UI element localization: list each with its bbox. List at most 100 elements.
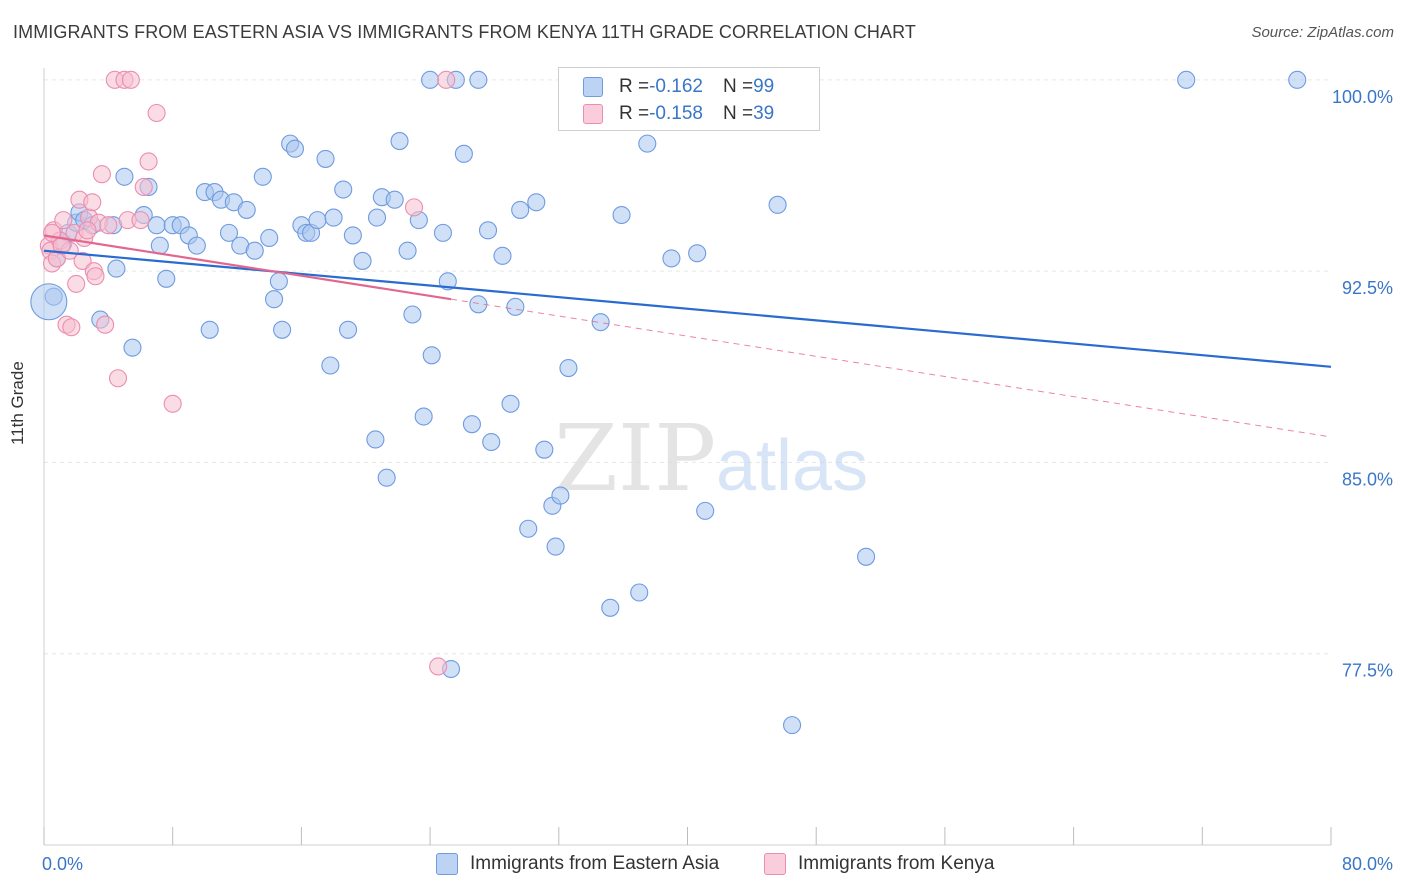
series-kenya xyxy=(39,70,456,676)
data-point xyxy=(559,359,578,378)
data-point xyxy=(662,249,681,268)
y-tick-label: 92.5% xyxy=(1342,278,1393,298)
trendline-eastern-asia xyxy=(43,249,1332,368)
data-point xyxy=(107,259,126,278)
data-point xyxy=(269,272,288,291)
y-tick-label: 77.5% xyxy=(1342,661,1393,681)
data-point xyxy=(92,165,111,184)
trendline-kenya-extension xyxy=(450,298,1332,438)
data-point xyxy=(422,346,441,365)
series-eastern-asia xyxy=(30,70,1307,735)
data-point xyxy=(245,241,264,260)
legend-row-eastern-asia: R = -0.162 N = 99 xyxy=(583,74,774,100)
data-point xyxy=(134,177,153,197)
data-point xyxy=(462,415,481,434)
legend-swatch-pink xyxy=(583,104,603,124)
data-point xyxy=(493,246,512,265)
data-point xyxy=(527,193,546,212)
legend-n-value: 39 xyxy=(753,103,775,124)
data-point xyxy=(121,70,140,89)
data-point xyxy=(308,211,327,230)
data-point xyxy=(433,223,453,242)
data-point xyxy=(334,180,353,199)
legend-r-value: -0.162 xyxy=(649,76,703,97)
data-point xyxy=(86,267,105,286)
data-point xyxy=(339,320,358,339)
data-point xyxy=(768,195,787,214)
x-tick-label: 0.0% xyxy=(42,854,83,874)
legend-n-label: N = xyxy=(722,103,754,124)
data-point xyxy=(285,139,305,158)
data-point xyxy=(187,236,206,255)
data-point xyxy=(1288,70,1307,89)
data-point xyxy=(696,501,715,520)
tick-labels: 77.5% 85.0% 92.5% 100.0% 0.0% 80.0% xyxy=(42,87,1393,874)
data-point xyxy=(429,657,448,676)
legend-n-label: N = xyxy=(722,76,754,97)
data-point xyxy=(108,369,128,388)
data-point xyxy=(123,338,142,357)
watermark: ZIP atlas xyxy=(554,405,868,512)
trendlines xyxy=(43,234,1332,438)
gridlines xyxy=(44,79,1331,655)
data-point xyxy=(591,313,610,332)
chart-source: Source: ZipAtlas.com xyxy=(1251,24,1394,41)
legend-r-value: -0.158 xyxy=(649,103,703,124)
chart-title: IMMIGRANTS FROM EASTERN ASIA VS IMMIGRAN… xyxy=(13,22,916,42)
data-point xyxy=(511,200,530,219)
series-legend-label: Immigrants from Kenya xyxy=(798,853,995,874)
data-point xyxy=(147,103,166,123)
series-legend-eastern-asia: Immigrants from Eastern Asia xyxy=(436,850,719,878)
data-point xyxy=(62,318,81,337)
data-point xyxy=(385,190,404,209)
data-point xyxy=(601,598,620,617)
data-point xyxy=(237,200,256,219)
data-point xyxy=(404,198,424,217)
data-point xyxy=(501,394,520,413)
data-point xyxy=(67,274,86,293)
data-point xyxy=(437,70,456,89)
data-point xyxy=(857,547,876,566)
data-point xyxy=(630,583,649,602)
watermark-zip: ZIP xyxy=(554,405,716,512)
data-point xyxy=(546,537,565,556)
data-point xyxy=(157,269,176,288)
data-point xyxy=(219,223,239,242)
data-point xyxy=(131,211,150,230)
data-point xyxy=(83,193,102,212)
data-point xyxy=(253,167,272,186)
data-point xyxy=(688,244,707,263)
data-point xyxy=(99,216,118,235)
y-tick-label: 100.0% xyxy=(1332,87,1393,107)
data-point xyxy=(377,468,396,487)
watermark-atlas: atlas xyxy=(716,426,868,506)
legend-n-value: 99 xyxy=(753,76,775,97)
data-point xyxy=(324,208,343,227)
data-point xyxy=(612,205,631,225)
data-point xyxy=(78,221,97,240)
series-legend-swatch-pink xyxy=(764,853,786,875)
data-point xyxy=(316,149,335,168)
data-point xyxy=(638,134,657,153)
data-point xyxy=(321,356,340,375)
data-point xyxy=(200,320,219,339)
series-legend-label: Immigrants from Eastern Asia xyxy=(470,853,720,874)
data-point xyxy=(535,440,554,459)
data-point xyxy=(454,144,473,163)
data-point xyxy=(551,486,570,505)
data-point xyxy=(265,290,284,309)
data-point xyxy=(273,320,292,339)
y-axis-label: 11th Grade xyxy=(8,361,27,445)
axes xyxy=(43,68,1332,846)
data-point xyxy=(115,167,134,186)
data-point xyxy=(147,216,166,235)
data-point-large xyxy=(30,283,68,321)
data-point xyxy=(469,70,488,89)
trendline-kenya xyxy=(43,234,452,301)
data-point xyxy=(163,394,182,413)
data-point xyxy=(414,407,433,426)
correlation-legend: R = -0.162 N = 99 R = -0.158 N = 39 xyxy=(558,67,820,131)
data-point xyxy=(367,208,387,227)
data-point xyxy=(1177,70,1196,89)
